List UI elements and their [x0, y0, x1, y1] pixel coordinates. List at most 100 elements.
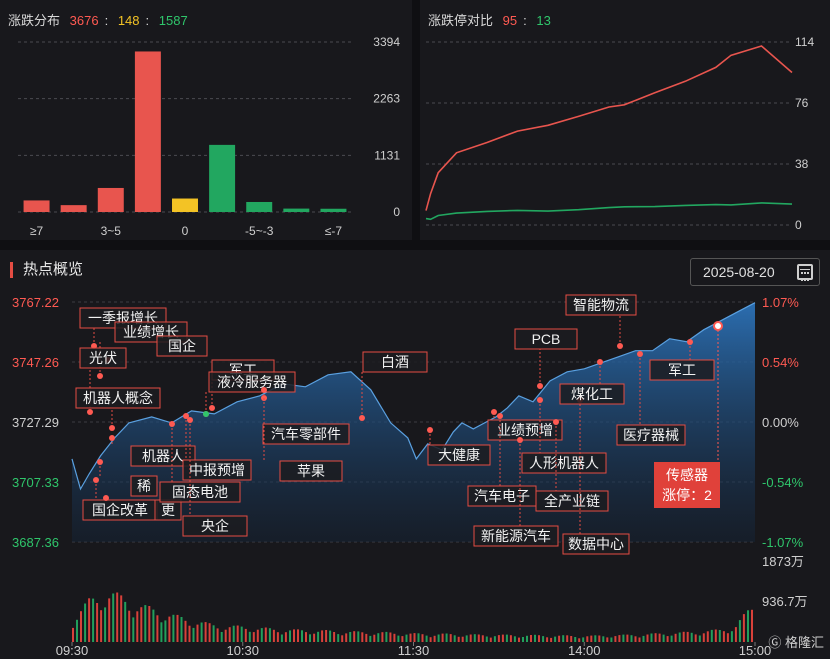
volume-bar [357, 631, 360, 642]
volume-bar [722, 631, 725, 642]
volume-bar [200, 622, 203, 642]
down-count: 1587 [158, 13, 188, 28]
volume-bar [465, 635, 468, 642]
hot-tag-label[interactable]: 汽车电子 [474, 488, 530, 504]
hot-tag-label[interactable]: 液冷服务器 [217, 374, 287, 390]
hot-tag-label[interactable]: 汽车零部件 [271, 426, 341, 442]
hot-tag-label[interactable]: 军工 [668, 362, 696, 378]
callout-title: 传感器 [666, 467, 708, 483]
hot-tag-label[interactable]: 智能物流 [573, 297, 629, 313]
hot-tag-label[interactable]: 医疗器械 [623, 427, 679, 443]
hot-tag-label[interactable]: 光伏 [89, 350, 117, 366]
volume-bar [453, 635, 456, 642]
volume-bar [321, 630, 324, 642]
hot-tag-point [187, 417, 193, 423]
volume-bar [706, 631, 709, 642]
volume-bar [493, 636, 496, 642]
calendar-icon[interactable] [797, 264, 813, 281]
volume-bar [654, 633, 657, 642]
volume-bar [136, 611, 139, 642]
volume-bar [461, 636, 464, 642]
volume-bar [501, 634, 504, 642]
volume-bar [582, 637, 585, 642]
volume-bar [530, 635, 532, 642]
hot-tag-point [93, 477, 99, 483]
volume-bar [196, 624, 199, 642]
hot-tag-label[interactable]: 更 [161, 502, 175, 518]
dist-x-tick: ≥7 [30, 224, 44, 238]
hot-y-left-tick: 3707.33 [12, 475, 59, 490]
volume-bar [341, 635, 344, 642]
volume-bar [236, 625, 239, 642]
hot-tag-label[interactable]: PCB [532, 331, 561, 347]
hot-tag-label[interactable]: 大健康 [438, 447, 480, 463]
hot-tag-label[interactable]: 国企改革 [92, 502, 148, 518]
volume-bar [642, 635, 645, 642]
distribution-title: 涨跌分布 [8, 13, 61, 28]
hot-tag-label[interactable]: 新能源汽车 [481, 528, 551, 544]
volume-bar [726, 633, 729, 642]
volume-bar [734, 627, 737, 642]
hot-tag-label[interactable]: 中报预增 [189, 462, 245, 478]
hot-tag-point [97, 459, 103, 465]
hot-tag-point [209, 405, 215, 411]
hot-tag-label[interactable]: 固态电池 [172, 484, 228, 500]
hot-tag-label[interactable]: 煤化工 [571, 386, 613, 402]
volume-bar [212, 625, 215, 642]
volume-bar [329, 630, 332, 642]
hot-tag-box [156, 335, 208, 357]
volume-bar [542, 636, 545, 642]
dist-x-tick: -5~-3 [245, 224, 274, 238]
hot-green-point [203, 411, 209, 417]
volume-bar [574, 637, 577, 642]
hot-tag-label[interactable]: 机器人概念 [83, 390, 153, 406]
hot-tag-label[interactable]: 国企 [168, 338, 196, 354]
volume-bar [646, 634, 649, 642]
hot-tag-point [97, 373, 103, 379]
volume-bar [289, 630, 291, 642]
hot-y-left-tick: 3727.29 [12, 415, 59, 430]
volume-bar [546, 637, 549, 642]
volume-bar [614, 636, 617, 642]
volume-bar [389, 632, 392, 642]
volume-bar [421, 634, 424, 642]
volume-bar [272, 629, 275, 642]
hot-tag-box [427, 444, 491, 466]
volume-bar [156, 615, 159, 642]
limit-ratio-panel: 涨跌停对比 95: 13 114 76 38 0 [420, 0, 830, 240]
hot-tag-label[interactable]: 苹果 [297, 463, 325, 479]
volume-bar [433, 635, 436, 642]
volume-bar [445, 633, 448, 642]
hot-tag-label[interactable]: 人形机器人 [529, 455, 599, 471]
date-picker[interactable]: 2025-08-20 [690, 258, 820, 286]
hot-y-left-tick: 3747.26 [12, 355, 59, 370]
down-limit-count: 13 [536, 13, 551, 28]
limit-y-tick: 38 [795, 157, 809, 171]
volume-bar [353, 631, 356, 642]
hot-tag-label[interactable]: 央企 [201, 518, 229, 534]
volume-bar [168, 616, 171, 642]
hot-tag-point [497, 413, 503, 419]
volume-bar [120, 595, 123, 642]
volume-bar [377, 633, 380, 642]
limit-down-line [425, 202, 793, 221]
hot-tag-label[interactable]: 业绩预增 [497, 422, 553, 438]
hot-tag-label[interactable]: 数据中心 [568, 536, 624, 552]
volume-bar [505, 634, 508, 642]
hot-tag-label[interactable]: 稀 [137, 478, 151, 494]
volume-bar [678, 632, 681, 642]
volume-bar [369, 635, 372, 642]
index-area [72, 302, 755, 542]
volume-bar [694, 634, 697, 642]
volume-bar [76, 619, 78, 642]
volume-bar [301, 630, 303, 642]
limit-title: 涨跌停对比 [428, 13, 494, 28]
hot-tag-label[interactable]: 全产业链 [544, 493, 600, 509]
hot-tag-label[interactable]: 机器人 [142, 448, 184, 464]
volume-bar [284, 632, 287, 642]
volume-bar [224, 629, 227, 642]
hot-tag-label[interactable]: 白酒 [381, 354, 409, 370]
dist-bar [172, 198, 198, 212]
hot-tag-box [279, 460, 343, 482]
volume-bar [457, 636, 460, 642]
